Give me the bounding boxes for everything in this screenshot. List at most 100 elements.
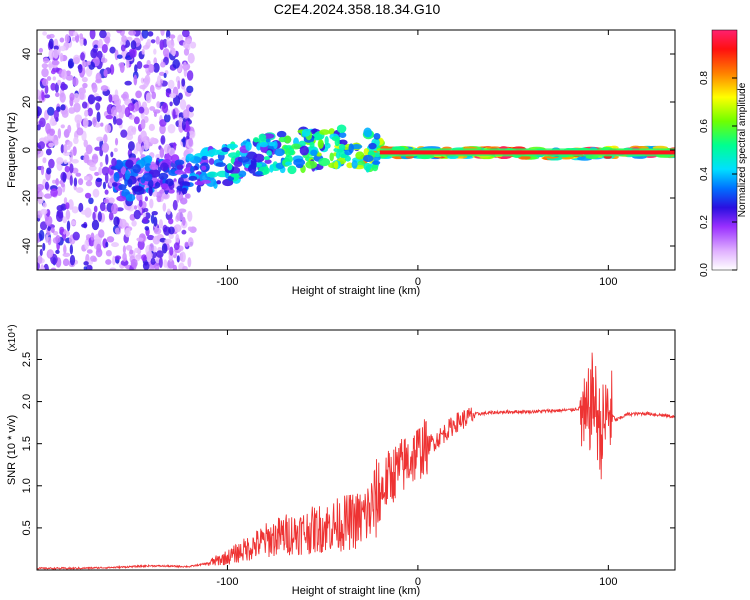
ridge-mark — [116, 195, 127, 202]
speckle-mark — [144, 226, 150, 231]
speckle-mark — [79, 33, 84, 40]
speckle-mark — [172, 199, 178, 211]
speckle-mark — [152, 62, 160, 73]
colorbar-tick-label: 0.4 — [699, 167, 710, 181]
speckle-mark — [65, 202, 70, 210]
speckle-mark — [90, 48, 98, 59]
speckle-mark — [50, 69, 56, 75]
speckle-mark — [186, 131, 190, 140]
speckle-mark — [159, 147, 165, 159]
ridge-mark — [372, 160, 381, 165]
speckle-mark — [116, 30, 123, 34]
speckle-mark — [54, 92, 60, 98]
speckle-mark — [67, 199, 74, 210]
speckle-mark — [73, 57, 80, 65]
speckle-mark — [133, 205, 138, 210]
speckle-mark — [119, 218, 127, 228]
speckle-mark — [64, 165, 70, 173]
ridge-mark — [125, 159, 134, 169]
speckle-mark — [62, 172, 67, 183]
speckle-mark — [155, 153, 161, 160]
speckle-mark — [116, 54, 123, 59]
y-tick-label: 1.0 — [21, 478, 33, 493]
speckle-mark — [60, 144, 65, 154]
speckle-mark — [169, 101, 173, 107]
speckle-mark — [55, 178, 59, 186]
speckle-mark — [95, 72, 102, 83]
speckle-mark — [39, 197, 44, 204]
speckle-mark — [159, 39, 165, 51]
ridge-mark — [355, 151, 365, 160]
ridge-mark — [176, 164, 184, 170]
speckle-mark — [103, 198, 109, 204]
speckle-mark — [136, 237, 144, 242]
speckle-mark — [180, 251, 186, 263]
ridge-mark — [363, 148, 370, 156]
speckle-mark — [83, 266, 88, 270]
speckle-mark — [185, 120, 189, 131]
speckle-mark — [186, 85, 194, 94]
speckle-mark — [163, 72, 167, 79]
ridge-mark — [258, 133, 267, 140]
ridge-mark — [363, 162, 372, 171]
ridge-mark — [338, 139, 348, 146]
speckle-mark — [91, 219, 100, 231]
speckle-mark — [146, 38, 152, 45]
speckle-mark — [72, 77, 79, 87]
speckle-mark — [37, 106, 42, 117]
speckle-mark — [47, 106, 55, 116]
speckle-mark — [65, 74, 74, 81]
speckle-mark — [105, 249, 112, 257]
speckle-mark — [152, 235, 161, 245]
speckle-mark — [92, 83, 98, 93]
speckle-mark — [65, 209, 71, 220]
speckle-mark — [48, 49, 55, 60]
speckle-mark — [78, 202, 84, 213]
speckle-mark — [149, 198, 154, 209]
speckle-mark — [89, 30, 96, 40]
speckle-mark — [44, 84, 49, 95]
speckle-mark — [42, 202, 47, 208]
speckle-mark — [81, 101, 88, 109]
speckle-mark — [187, 237, 194, 248]
speckle-mark — [187, 52, 195, 64]
speckle-mark — [165, 88, 172, 94]
speckle-mark — [61, 109, 69, 118]
speckle-mark — [163, 259, 168, 268]
speckle-mark — [130, 40, 137, 50]
speckle-mark — [173, 224, 182, 233]
ridge-mark — [181, 187, 188, 195]
speckle-mark — [184, 241, 189, 248]
speckle-mark — [122, 252, 127, 262]
speckle-mark — [93, 44, 98, 49]
speckle-mark — [62, 216, 68, 224]
speckle-mark — [172, 59, 180, 69]
speckle-mark — [133, 116, 140, 125]
speckle-mark — [101, 166, 110, 176]
speckle-mark — [42, 242, 46, 251]
speckle-mark — [60, 124, 65, 129]
speckle-mark — [65, 145, 71, 150]
ridge-mark — [190, 165, 195, 174]
speckle-mark — [119, 62, 125, 74]
ridge-mark — [362, 154, 374, 163]
ridge-mark — [149, 163, 159, 171]
speckle-mark — [182, 265, 188, 270]
speckle-mark — [112, 115, 117, 125]
speckle-mark — [156, 250, 164, 258]
x-tick-label: 100 — [599, 276, 617, 288]
speckle-mark — [85, 144, 93, 155]
speckle-mark — [114, 255, 122, 260]
speckle-mark — [67, 124, 72, 134]
speckle-mark — [38, 191, 44, 199]
speckle-mark — [64, 33, 70, 44]
ridge-mark — [518, 155, 531, 160]
ridge-mark — [227, 152, 240, 159]
speckle-mark — [160, 30, 165, 36]
speckle-mark — [114, 49, 119, 61]
ridge-mark — [206, 171, 219, 178]
speckle-mark — [111, 242, 119, 248]
ridge-mark — [180, 174, 189, 179]
speckle-mark — [167, 258, 175, 269]
speckle-mark — [188, 137, 193, 147]
